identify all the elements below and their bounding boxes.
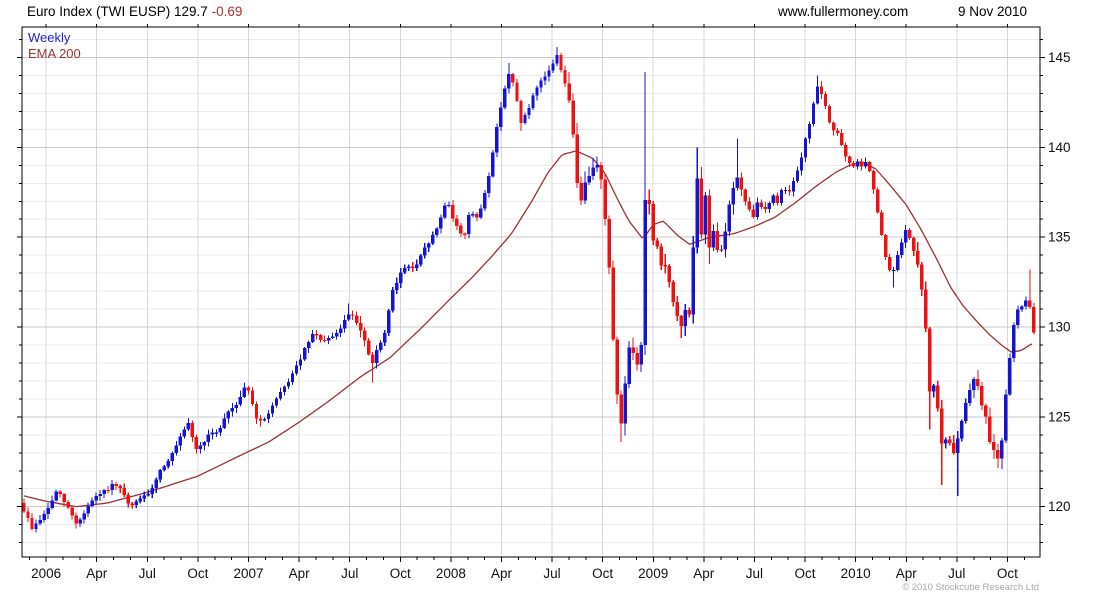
chart-title: Euro Index (TWI EUSP) 129.7 -0.69 [27,4,242,19]
y-axis-label: 145 [1048,50,1071,65]
chart-legend: Weekly EMA 200 [28,30,81,62]
x-axis-label: Jul [543,566,560,581]
chart-title-text: Euro Index (TWI EUSP) 129.7 [27,4,212,19]
legend-weekly-label: Weekly [28,30,71,45]
chart-date: 9 Nov 2010 [958,4,1028,19]
x-axis: 2006 Apr Jul Oct 2007 Apr Jul Oct 2008 Apr Jul Oct 2… [31,566,1018,581]
x-axis-label: 2006 [31,566,61,581]
x-axis-label: 2010 [841,566,871,581]
x-axis-label: Jul [948,566,965,581]
axis-ticks [17,24,1045,562]
y-axis: 120 125 130 135 140 145 [1048,50,1071,514]
x-axis-label: Oct [592,566,613,581]
x-axis-label: Jul [746,566,763,581]
y-axis-label: 140 [1048,140,1071,155]
y-axis-label: 130 [1048,320,1071,335]
x-axis-label: Apr [896,566,918,581]
x-axis-label: Oct [187,566,208,581]
y-axis-label: 125 [1048,409,1071,424]
grid-major [22,57,1040,508]
x-axis-label: Apr [289,566,311,581]
x-axis-label: 2009 [638,566,668,581]
grid-minor [22,39,1040,544]
x-axis-label: Oct [997,566,1018,581]
plot-border [21,26,1041,558]
x-axis-label: 2007 [233,566,263,581]
legend-ema-label: EMA 200 [28,46,81,61]
x-axis-label: Jul [139,566,156,581]
website-text: www.fullermoney.com [778,4,909,19]
x-axis-label: Jul [341,566,358,581]
copyright-text: © 2010 Stockcube Research Ltd [902,582,1039,593]
x-axis-label: Apr [693,566,715,581]
x-axis-label: Oct [794,566,815,581]
grid-vertical [45,27,1008,557]
x-axis-label: 2008 [436,566,466,581]
x-axis-label: Apr [86,566,108,581]
price-change: -0.69 [211,4,243,19]
x-axis-label: Apr [491,566,513,581]
y-axis-label: 135 [1048,230,1071,245]
y-axis-label: 120 [1048,499,1071,514]
candles [22,46,1036,533]
x-axis-label: Oct [390,566,411,581]
